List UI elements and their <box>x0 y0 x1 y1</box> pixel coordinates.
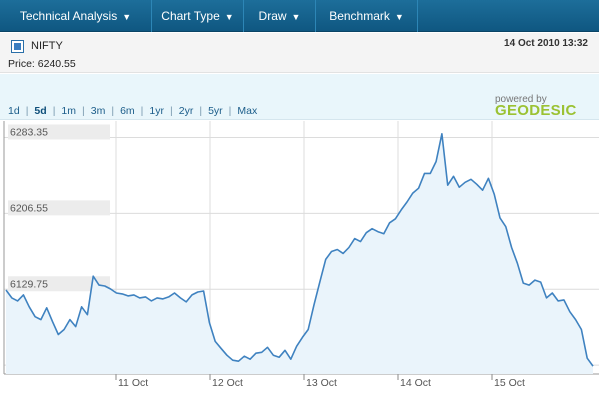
x-tick-label: 12 Oct <box>212 377 243 389</box>
benchmark-label: Benchmark <box>329 9 390 23</box>
dropdown-arrow-icon: ▼ <box>394 12 404 22</box>
x-tick-label: 15 Oct <box>494 377 525 389</box>
y-tick-label: 6206.55 <box>10 202 48 214</box>
geodesic-logo: GEODESIC <box>495 102 577 119</box>
range-separator: | <box>140 105 144 117</box>
series-legend-icon[interactable] <box>11 40 24 53</box>
series-area <box>6 133 593 374</box>
range-6m[interactable]: 6m <box>120 105 135 117</box>
range-separator: | <box>25 105 29 117</box>
quote-info-bar: NIFTY Price: 6240.55 14 Oct 2010 13:32 <box>0 33 599 73</box>
range-separator: | <box>111 105 115 117</box>
range-5yr[interactable]: 5yr <box>208 105 223 117</box>
y-label-background <box>8 200 110 216</box>
chart-type-label: Chart Type <box>161 9 220 23</box>
y-label-background <box>8 124 110 140</box>
chart-toolbar: Technical Analysis ▼ Chart Type ▼ Draw ▼… <box>0 0 599 32</box>
range-1m[interactable]: 1m <box>61 105 77 117</box>
x-tick-label: 14 Oct <box>400 377 431 389</box>
price-value: 6240.55 <box>37 58 76 70</box>
technical-analysis-menu[interactable]: Technical Analysis ▼ <box>0 0 152 32</box>
series-line <box>5 133 594 367</box>
dropdown-arrow-icon: ▼ <box>122 12 132 22</box>
range-separator: | <box>170 105 173 117</box>
range-separator: | <box>228 105 232 117</box>
range-2yr[interactable]: 2yr <box>178 105 194 117</box>
range-selector: 1d | 5d | 1m | 3m | 6m | 1yr | 2yr | 5yr | Max <box>8 105 257 117</box>
range-5d[interactable]: 5d <box>34 105 47 117</box>
range-Max[interactable]: Max <box>237 105 258 117</box>
price-label: Price: <box>8 58 35 70</box>
range-separator: | <box>52 105 56 117</box>
y-tick-label: 6129.75 <box>10 278 48 290</box>
technical-analysis-label: Technical Analysis <box>19 9 118 23</box>
draw-label: Draw <box>258 9 287 23</box>
y-tick-label: 6283.35 <box>10 126 48 138</box>
range-1d[interactable]: 1d <box>8 105 20 117</box>
dropdown-arrow-icon: ▼ <box>224 12 234 22</box>
draw-menu[interactable]: Draw ▼ <box>244 0 316 32</box>
x-tick-label: 13 Oct <box>306 377 337 389</box>
benchmark-menu[interactable]: Benchmark ▼ <box>316 0 418 32</box>
x-tick-label: 11 Oct <box>118 377 148 389</box>
range-1yr[interactable]: 1yr <box>149 105 164 117</box>
price-readout: Price: 6240.55 <box>8 58 76 70</box>
symbol-name: NIFTY <box>31 40 63 52</box>
quote-datetime: 14 Oct 2010 13:32 <box>504 38 588 49</box>
range-separator: | <box>199 105 203 117</box>
y-label-background <box>8 276 110 292</box>
dropdown-arrow-icon: ▼ <box>291 12 301 22</box>
powered-by-text: powered by <box>495 94 547 105</box>
range-selector-bar: 1d | 5d | 1m | 3m | 6m | 1yr | 2yr | 5yr | Max <box>0 74 599 120</box>
range-separator: | <box>82 105 85 117</box>
range-3m[interactable]: 3m <box>90 105 106 117</box>
chart-type-menu[interactable]: Chart Type ▼ <box>152 0 244 32</box>
